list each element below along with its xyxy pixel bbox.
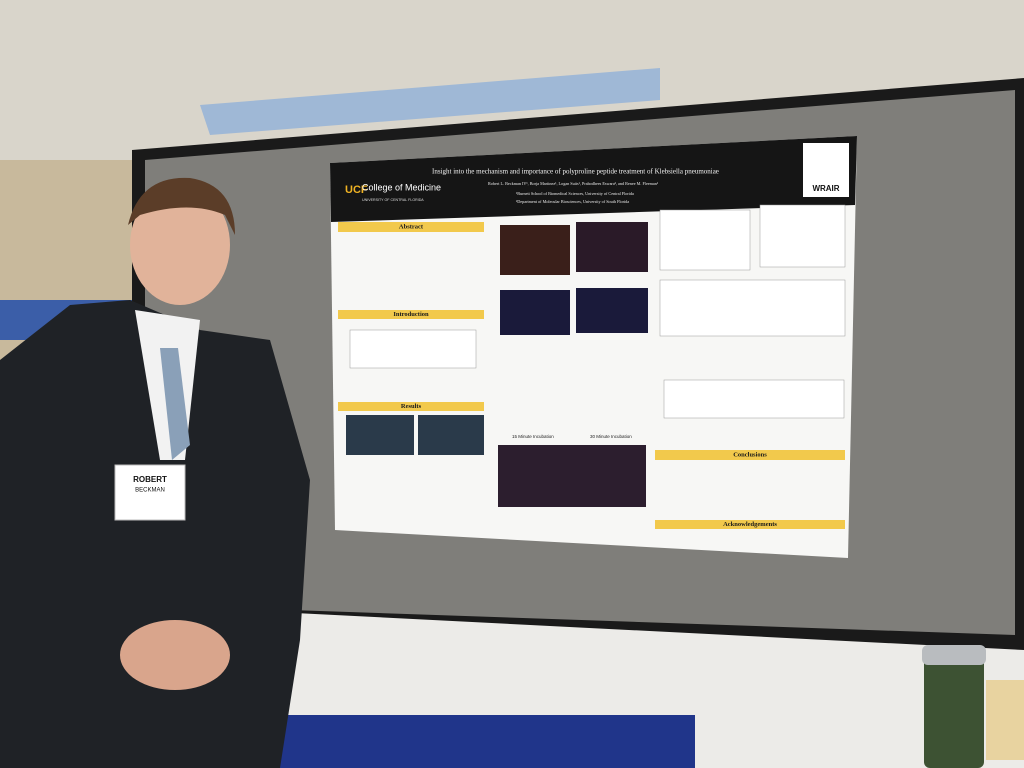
badge-last: BECKMAN: [135, 488, 165, 494]
ucf-mark: UCF: [345, 184, 368, 196]
poster-title: Insight into the mechanism and importanc…: [432, 168, 719, 176]
panel-label: 15 Minute Incubation: [512, 434, 554, 439]
section-title: Results: [401, 403, 422, 410]
table-skirt: [275, 715, 695, 768]
affiliation: ²Department of Molecular Biosciences, Un…: [516, 199, 629, 205]
section-header: [655, 450, 845, 460]
microscopy-image: [576, 288, 648, 333]
section-title: Acknowledgements: [723, 521, 777, 528]
panel-label: 30 Minute Incubation: [590, 434, 632, 439]
tie: [160, 348, 190, 460]
section-header: [338, 222, 484, 232]
figure-chart: [759, 204, 846, 268]
figure-chart: [349, 329, 477, 369]
microscopy-image: [418, 415, 484, 455]
name-badge: [114, 464, 186, 521]
affiliation: ¹Burnett School of Biomedical Sciences, …: [516, 191, 634, 197]
figure-chart: [659, 279, 846, 337]
section-title: Abstract: [399, 223, 424, 230]
microscopy-image: [346, 415, 414, 455]
hands: [120, 620, 230, 690]
tumbler-lid: [922, 645, 986, 665]
figure-chart: [659, 209, 751, 271]
hair: [128, 177, 235, 235]
badge-first: ROBERT: [133, 475, 167, 484]
face: [130, 185, 230, 305]
ceiling-lights: [200, 68, 660, 135]
figure-chart: [663, 379, 845, 419]
microscopy-grid: [498, 445, 646, 507]
wrair-logo: [803, 143, 849, 197]
microscopy-image: [500, 225, 570, 275]
cup: [986, 680, 1024, 760]
college-name: College of Medicine: [362, 182, 441, 192]
microscopy-image: [576, 222, 648, 272]
tumbler: [924, 648, 984, 768]
authors: Robert L. Beckman IV¹, Borja Martinez¹, …: [488, 181, 659, 187]
poster-header: [330, 136, 857, 222]
wrair-text: WRAIR: [812, 184, 839, 193]
section-header: [338, 310, 484, 319]
microscopy-image: [500, 290, 570, 335]
section-title: Introduction: [393, 311, 429, 318]
section-title: Conclusions: [733, 451, 767, 458]
university-name: UNIVERSITY OF CENTRAL FLORIDA: [362, 198, 424, 202]
section-header: [338, 402, 484, 411]
suit: [0, 300, 310, 768]
section-header: [655, 520, 845, 529]
